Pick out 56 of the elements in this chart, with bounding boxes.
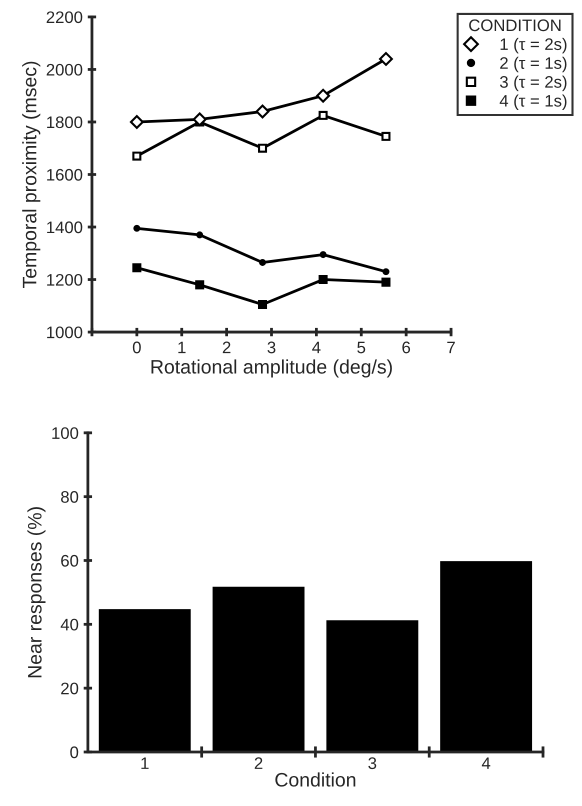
y-tick-label: 1200	[47, 274, 82, 286]
x-axis-title: Condition	[275, 772, 356, 787]
y-tick-label: 1400	[47, 221, 82, 234]
bar	[97, 608, 192, 752]
point	[259, 259, 266, 266]
x-tick-label: 2	[254, 757, 262, 769]
y-axis-title: Near responses (%)	[27, 507, 46, 678]
y-tick-label: 0	[70, 746, 78, 758]
point	[258, 144, 268, 153]
legend-title: CONDITION	[469, 19, 560, 32]
x-tick-label: 5	[357, 342, 366, 354]
x-tick-label: 4	[482, 757, 490, 769]
y-tick-label: 60	[61, 554, 78, 567]
point	[258, 300, 268, 310]
bar	[211, 585, 306, 752]
x-tick-label: 6	[402, 342, 410, 354]
y-tick-label: 20	[61, 682, 78, 694]
x-axis-title: Rotational amplitude (deg/s)	[152, 359, 392, 378]
x-tick-label: 3	[368, 757, 376, 770]
y-tick-label: 1800	[47, 116, 82, 128]
point	[130, 115, 144, 129]
y-tick-label: 80	[61, 491, 78, 503]
point	[318, 275, 328, 284]
point	[381, 278, 390, 287]
x-tick-label: 4	[312, 342, 321, 354]
x-tick-label: 0	[132, 342, 141, 354]
point	[320, 251, 327, 258]
y-tick-label: 2000	[46, 64, 82, 76]
legend-label: 4 (τ = 1s)	[500, 94, 566, 110]
point	[196, 231, 204, 238]
legend-label: 2 (τ = 1s)	[500, 56, 566, 72]
x-tick-label: 2	[222, 342, 230, 354]
x-tick-label: 7	[447, 342, 455, 354]
point	[381, 132, 390, 141]
point	[379, 52, 393, 66]
legend-label: 3 (τ = 2s)	[500, 76, 566, 92]
y-tick-label: 40	[60, 618, 78, 631]
point	[382, 268, 390, 276]
point	[316, 88, 330, 103]
y-tick-label: 100	[52, 427, 78, 440]
bar	[438, 560, 534, 752]
y-axis-title: Temporal proximity (msec)	[22, 62, 40, 288]
y-tick-label: 1600	[47, 168, 82, 181]
x-tick-label: 1	[178, 342, 186, 354]
point	[133, 224, 140, 232]
y-tick-label: 1000	[47, 326, 82, 338]
point	[132, 263, 142, 272]
point	[256, 104, 270, 118]
point	[318, 110, 328, 120]
y-tick-label: 2200	[46, 11, 82, 24]
bar	[324, 618, 420, 752]
x-tick-label: 1	[141, 757, 149, 769]
x-tick-label: 3	[268, 342, 276, 354]
point	[132, 152, 142, 161]
legend-label: 1 (τ = 2s)	[500, 38, 566, 54]
point	[195, 280, 204, 290]
